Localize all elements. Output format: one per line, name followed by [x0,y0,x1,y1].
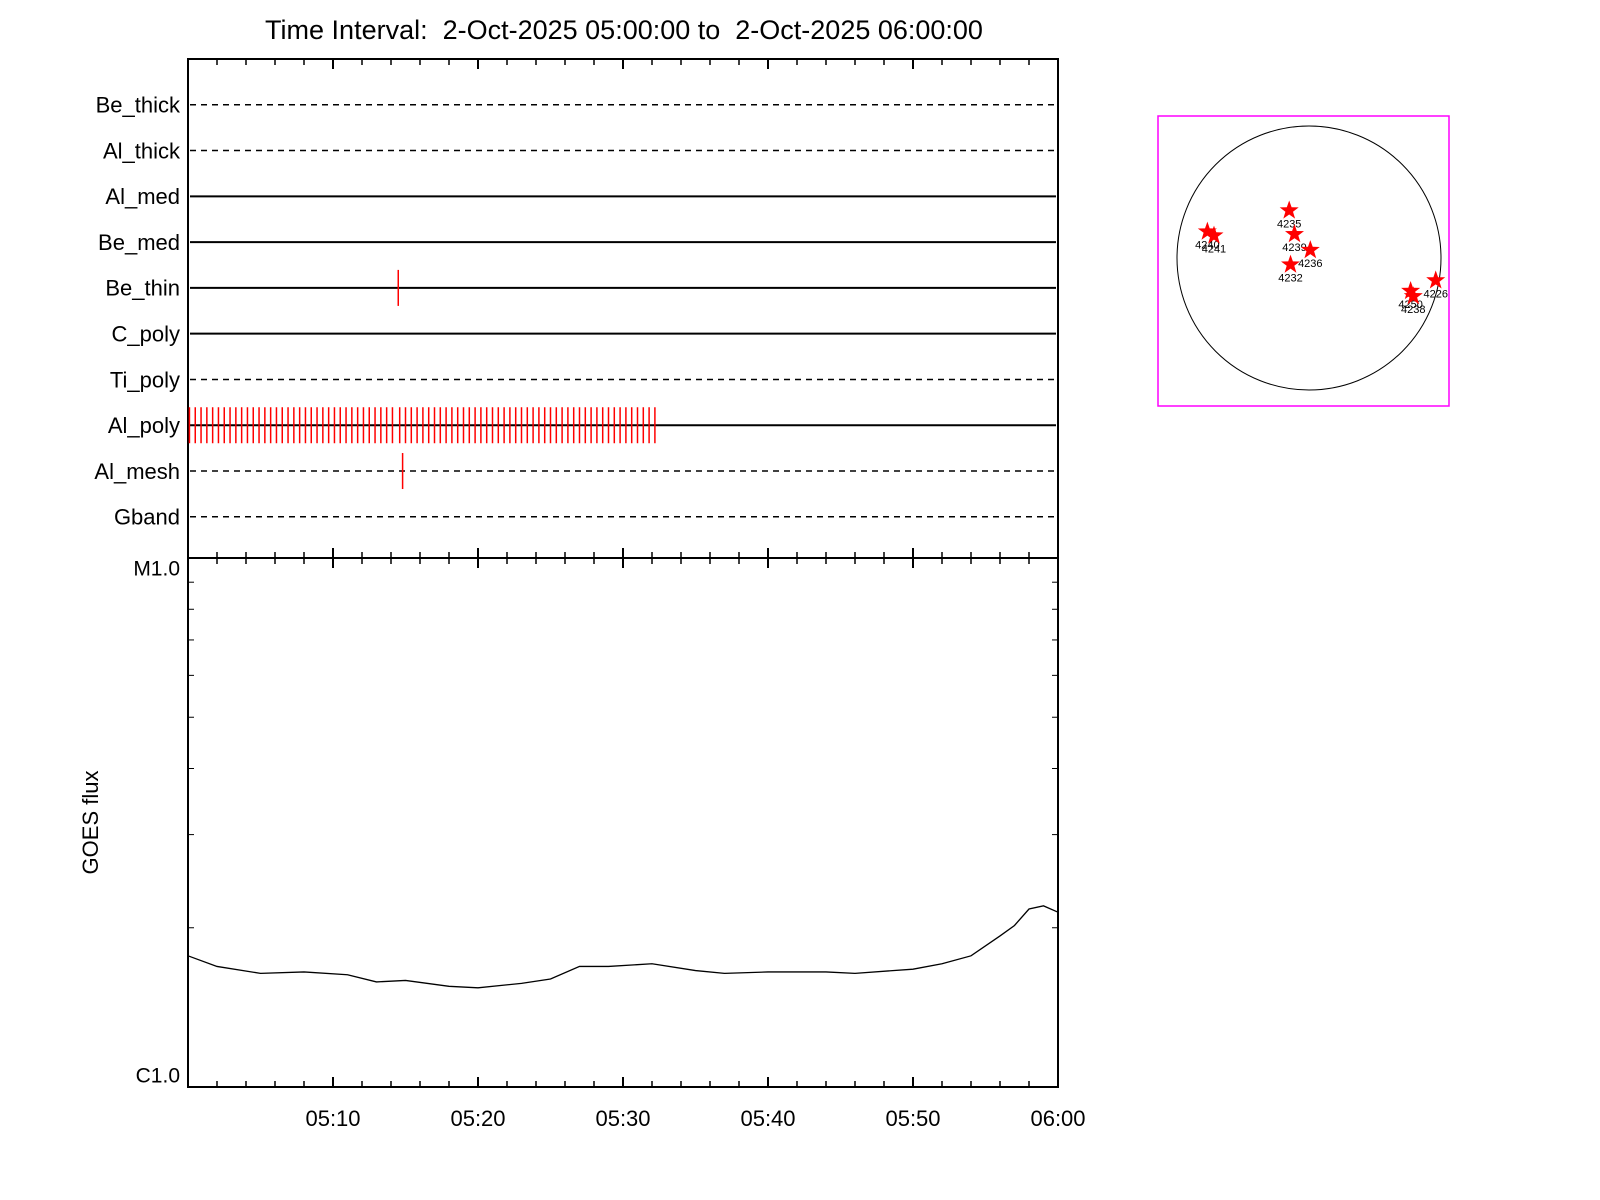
region-marker [1279,200,1299,219]
region-label: 4238 [1401,304,1425,316]
y-tick-label: M1.0 [133,558,180,581]
region-label: 4226 [1423,288,1447,300]
region-label: 4241 [1202,243,1226,255]
region-marker [1426,270,1446,289]
channel-label: Be_med [98,230,180,255]
y-axis-label: GOES flux [78,771,103,875]
region-label: 4236 [1298,258,1322,270]
channel-label: Al_poly [108,413,180,438]
region-marker [1204,225,1224,244]
region-label: 4240 [1195,240,1219,252]
channel-label: Ti_poly [110,367,180,392]
region-label: 4235 [1277,218,1301,230]
region-label: 4232 [1278,273,1302,285]
chart-title: Time Interval: 2-Oct-2025 05:00:00 to 2-… [265,15,983,45]
solar-disk [1176,125,1442,391]
channel-label: Be_thick [96,93,181,118]
x-tick-label: 05:40 [740,1106,795,1131]
x-tick-label: 05:10 [305,1106,360,1131]
region-marker [1401,281,1421,300]
region-marker [1300,240,1320,259]
channel-label: Al_mesh [94,459,180,484]
channel-label: Al_med [105,184,180,209]
flux-line [187,905,1059,989]
panel-frame [187,58,1059,559]
channel-label: C_poly [112,321,180,346]
x-tick-label: 05:30 [595,1106,650,1131]
channel-label: Be_thin [105,276,180,301]
region-label: 4239 [1282,242,1306,254]
region-marker [1281,254,1300,273]
region-marker [1403,286,1423,305]
x-tick-label: 05:20 [450,1106,505,1131]
x-tick-label: 06:00 [1030,1106,1085,1131]
channel-label: Gband [114,505,180,530]
y-tick-label: C1.0 [136,1065,180,1088]
panel-frame [187,557,1059,1088]
map-frame [1157,115,1450,407]
channel-label: Al_thick [103,138,181,163]
region-marker [1197,221,1217,240]
region-marker [1285,224,1304,243]
x-tick-label: 05:50 [885,1106,940,1131]
